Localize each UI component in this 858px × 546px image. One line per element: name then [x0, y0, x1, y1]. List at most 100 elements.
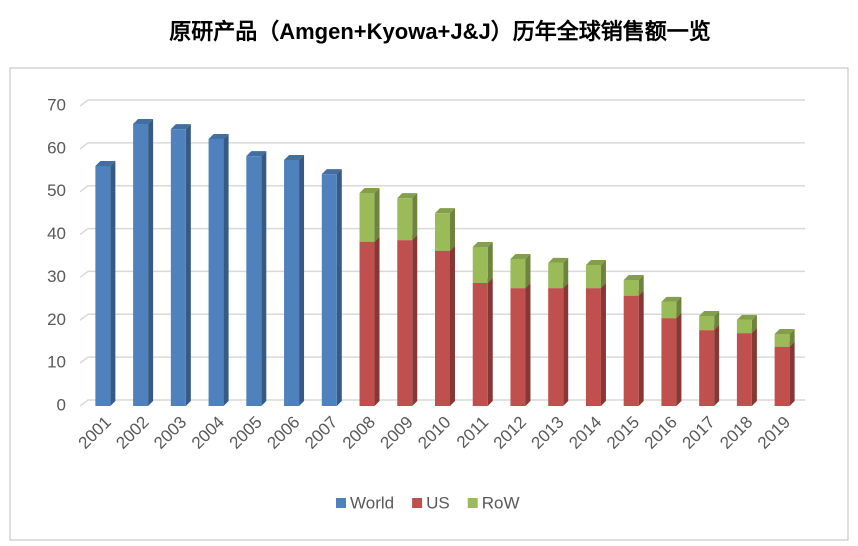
bar-side — [374, 188, 380, 242]
bar — [472, 283, 488, 406]
bar — [95, 166, 111, 406]
y-tick-label: 70 — [47, 95, 66, 114]
bar — [699, 316, 715, 331]
legend-label: US — [426, 493, 450, 512]
bar — [472, 247, 488, 283]
bar-side — [789, 341, 795, 406]
y-tick-label: 30 — [47, 267, 66, 286]
bar-side — [185, 124, 191, 407]
bar-top — [623, 275, 644, 280]
bar-top — [359, 188, 380, 193]
bar-side — [412, 235, 418, 406]
bar — [133, 124, 149, 406]
bar — [548, 288, 564, 406]
bar-top — [548, 257, 569, 263]
bar — [359, 193, 375, 242]
bar-top — [246, 151, 267, 157]
bar-top — [472, 242, 493, 247]
bar-side — [676, 296, 682, 319]
bar-side — [676, 313, 682, 406]
bar-side — [487, 278, 493, 406]
bar-side — [600, 260, 606, 289]
bar — [510, 288, 526, 406]
bar-side — [450, 208, 455, 251]
bar-top — [208, 134, 229, 139]
bar — [397, 240, 413, 406]
grid-line — [79, 227, 805, 236]
grid-line — [79, 142, 805, 150]
bar-top — [699, 311, 720, 316]
bar-side — [638, 290, 644, 406]
bar — [435, 250, 450, 406]
y-tick-label: 60 — [47, 138, 66, 157]
bar — [623, 295, 639, 406]
legend-label: World — [350, 493, 394, 512]
bar-side — [261, 151, 267, 406]
bar-side — [525, 254, 531, 289]
legend-swatch — [336, 498, 346, 508]
legend-swatch — [467, 498, 478, 508]
y-tick-label: 0 — [57, 395, 66, 414]
bar — [585, 288, 601, 406]
bar — [321, 174, 337, 406]
bar — [359, 241, 375, 406]
bar-side — [223, 134, 229, 406]
bar — [774, 334, 790, 347]
y-tick-label: 10 — [47, 353, 66, 372]
bar-top — [170, 124, 191, 130]
bar-top — [133, 119, 154, 124]
bar-side — [525, 283, 531, 406]
bar — [548, 262, 564, 289]
bar-top — [321, 169, 342, 175]
bar — [736, 333, 752, 406]
bar — [585, 265, 601, 289]
bar — [246, 156, 262, 406]
bar — [661, 301, 677, 319]
bar-top — [661, 296, 682, 302]
bar-top — [284, 155, 305, 160]
bar — [699, 330, 715, 406]
y-tick-label: 20 — [47, 310, 66, 329]
bar — [170, 129, 186, 406]
bar-top — [510, 254, 531, 259]
bar-side — [412, 193, 418, 241]
bar-side — [714, 311, 720, 331]
bar-top — [774, 329, 795, 334]
bar-side — [789, 329, 795, 347]
grid-line — [79, 99, 805, 107]
bar-top — [435, 208, 455, 214]
bar-side — [450, 245, 455, 406]
bar-side — [110, 161, 116, 406]
bar-side — [374, 236, 380, 406]
bar-side — [487, 242, 493, 283]
chart-title: 原研产品（Amgen+Kyowa+J&J）历年全球销售额一览 — [169, 19, 711, 44]
bar — [661, 318, 677, 406]
bar-side — [299, 155, 305, 406]
grid-line — [79, 184, 805, 193]
bar-side — [714, 325, 720, 406]
y-tick-label: 50 — [47, 181, 66, 200]
bar — [774, 346, 790, 406]
bar-top — [397, 193, 418, 199]
legend-label: RoW — [482, 493, 520, 512]
legend-swatch — [412, 498, 423, 508]
bar — [397, 198, 413, 241]
bar — [623, 280, 639, 296]
bar-side — [563, 257, 569, 289]
bar — [284, 160, 300, 406]
bar-side — [638, 275, 644, 296]
bar-side — [600, 283, 606, 406]
bar-side — [751, 314, 757, 334]
bar-top — [95, 161, 116, 166]
bar-side — [563, 283, 569, 406]
bar-side — [336, 169, 342, 406]
bar-side — [751, 328, 757, 406]
bar — [510, 259, 526, 289]
y-tick-label: 40 — [47, 224, 66, 243]
bar — [435, 213, 450, 251]
bar-top — [585, 260, 606, 265]
bar — [736, 319, 752, 334]
bar-top — [736, 314, 757, 320]
bar-side — [148, 119, 154, 406]
